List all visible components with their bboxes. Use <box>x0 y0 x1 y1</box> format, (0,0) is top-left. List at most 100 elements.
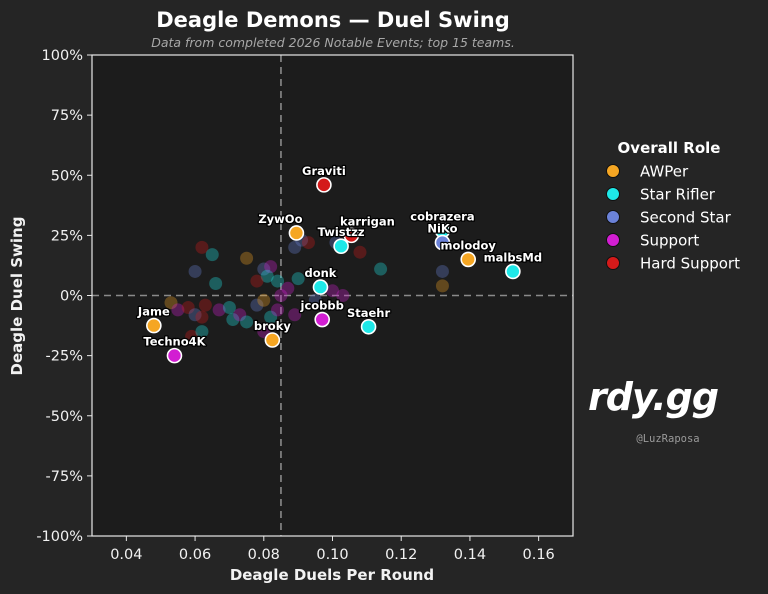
background-point <box>205 248 219 262</box>
player-label-niko: NiKo <box>427 222 457 236</box>
player-point-karrigan <box>343 227 360 244</box>
background-point <box>226 313 240 327</box>
background-point <box>353 245 367 259</box>
x-tick-label: 0.14 <box>454 547 486 563</box>
background-point <box>336 289 350 302</box>
y-tick-label: -50% <box>46 409 83 425</box>
background-point <box>308 293 322 307</box>
legend-label-awper: AWPer <box>640 163 689 181</box>
y-tick-label: 50% <box>51 168 83 184</box>
background-point <box>198 298 212 312</box>
player-point-niko <box>434 234 451 251</box>
player-label-techno4k: Techno4K <box>143 335 206 349</box>
background-point <box>288 308 302 322</box>
background-point <box>181 301 195 315</box>
background-point <box>185 329 199 343</box>
player-label-karrigan: karrigan <box>340 214 395 228</box>
legend-swatch-support <box>606 233 620 247</box>
x-tick-label: 0.16 <box>522 547 554 563</box>
background-point <box>222 301 236 315</box>
x-axis-label: Deagle Duels Per Round <box>230 566 434 584</box>
background-point <box>188 308 202 322</box>
y-tick-label: -100% <box>36 529 83 545</box>
background-point <box>195 310 209 324</box>
background-point <box>212 303 226 317</box>
player-point-staehr <box>360 318 377 335</box>
background-point <box>288 240 302 254</box>
x-tick-label: 0.12 <box>385 547 417 563</box>
legend-label-second-star: Second Star <box>640 209 732 227</box>
background-point <box>250 274 264 288</box>
background-point <box>435 279 449 293</box>
player-label-cobrazera: cobrazera <box>410 210 474 224</box>
background-point <box>301 236 315 250</box>
y-tick-label: -25% <box>46 349 83 365</box>
credit-handle: @LuzRaposa <box>636 433 699 445</box>
background-point <box>195 325 209 339</box>
background-points <box>164 233 449 343</box>
background-point <box>326 284 339 298</box>
background-point <box>257 293 271 307</box>
background-point <box>164 296 178 310</box>
background-point <box>188 264 202 278</box>
player-label-graviti: Graviti <box>302 164 346 178</box>
background-point <box>281 281 295 295</box>
player-point-broky <box>264 332 281 348</box>
reference-lines <box>92 55 573 536</box>
y-tick-label: 25% <box>51 228 83 244</box>
player-point-twistzz <box>333 238 349 254</box>
background-point <box>257 262 271 276</box>
y-tick-label: 0% <box>60 289 83 305</box>
background-point <box>264 310 278 324</box>
x-tick-label: 0.06 <box>179 547 211 563</box>
player-point-jcobbb <box>314 311 330 328</box>
player-label-malbsmd: malbsMd <box>484 250 542 264</box>
player-point-molodoy <box>460 251 477 268</box>
legend-swatch-star-rifler <box>606 187 620 201</box>
background-point <box>250 298 264 312</box>
player-label-staehr: Staehr <box>347 306 391 320</box>
legend-label-star-rifler: Star Rifler <box>640 186 716 204</box>
background-point <box>271 274 285 288</box>
player-point-malbsmd <box>505 263 521 280</box>
highlighted-points <box>146 177 521 364</box>
chart-title: Deagle Demons — Duel Swing <box>156 8 510 32</box>
legend-swatch-awper <box>606 164 620 178</box>
y-tick-label: 75% <box>51 108 83 124</box>
background-point <box>264 260 278 274</box>
background-point <box>171 303 185 317</box>
background-point <box>240 251 254 265</box>
player-label-broky: broky <box>254 319 291 333</box>
y-axis-ticks: 100% 75% 50% 25% 0% -25% -50% -75% -100% <box>36 48 92 545</box>
y-tick-label: 100% <box>42 48 83 64</box>
player-label-jame: Jame <box>137 305 170 319</box>
x-tick-label: 0.08 <box>248 547 280 563</box>
x-axis-ticks: 0.04 0.06 0.08 0.10 0.12 0.14 0.16 <box>110 536 555 563</box>
background-point <box>291 272 305 286</box>
x-tick-label: 0.10 <box>316 547 348 563</box>
x-tick-label: 0.04 <box>110 547 142 563</box>
player-label-donk: donk <box>304 266 336 280</box>
background-point <box>374 262 388 276</box>
background-point <box>209 276 223 290</box>
player-point-jame <box>146 317 162 334</box>
player-label-twistzz: Twistzz <box>318 225 365 239</box>
player-point-techno4k <box>166 347 183 364</box>
player-point-donk <box>312 279 329 295</box>
plot-frame <box>91 54 574 537</box>
background-point <box>240 315 254 329</box>
legend-title: Overall Role <box>618 139 721 157</box>
chart-subtitle: Data from completed 2026 Notable Events;… <box>151 35 515 50</box>
legend: Overall Role AWPer Star Rifler Second Star… <box>606 139 740 273</box>
player-label-zywoo: ZywOo <box>258 212 302 226</box>
player-point-zywoo <box>288 225 305 241</box>
player-label-molodoy: molodoy <box>441 238 497 252</box>
brand-logo: rdy.gg <box>588 375 718 419</box>
background-point <box>260 269 274 283</box>
legend-label-hard-support: Hard Support <box>640 255 740 273</box>
background-point <box>274 289 288 302</box>
legend-label-support: Support <box>640 232 699 250</box>
y-axis-label: Deagle Duel Swing <box>8 217 26 376</box>
legend-swatch-hard-support <box>606 256 620 270</box>
